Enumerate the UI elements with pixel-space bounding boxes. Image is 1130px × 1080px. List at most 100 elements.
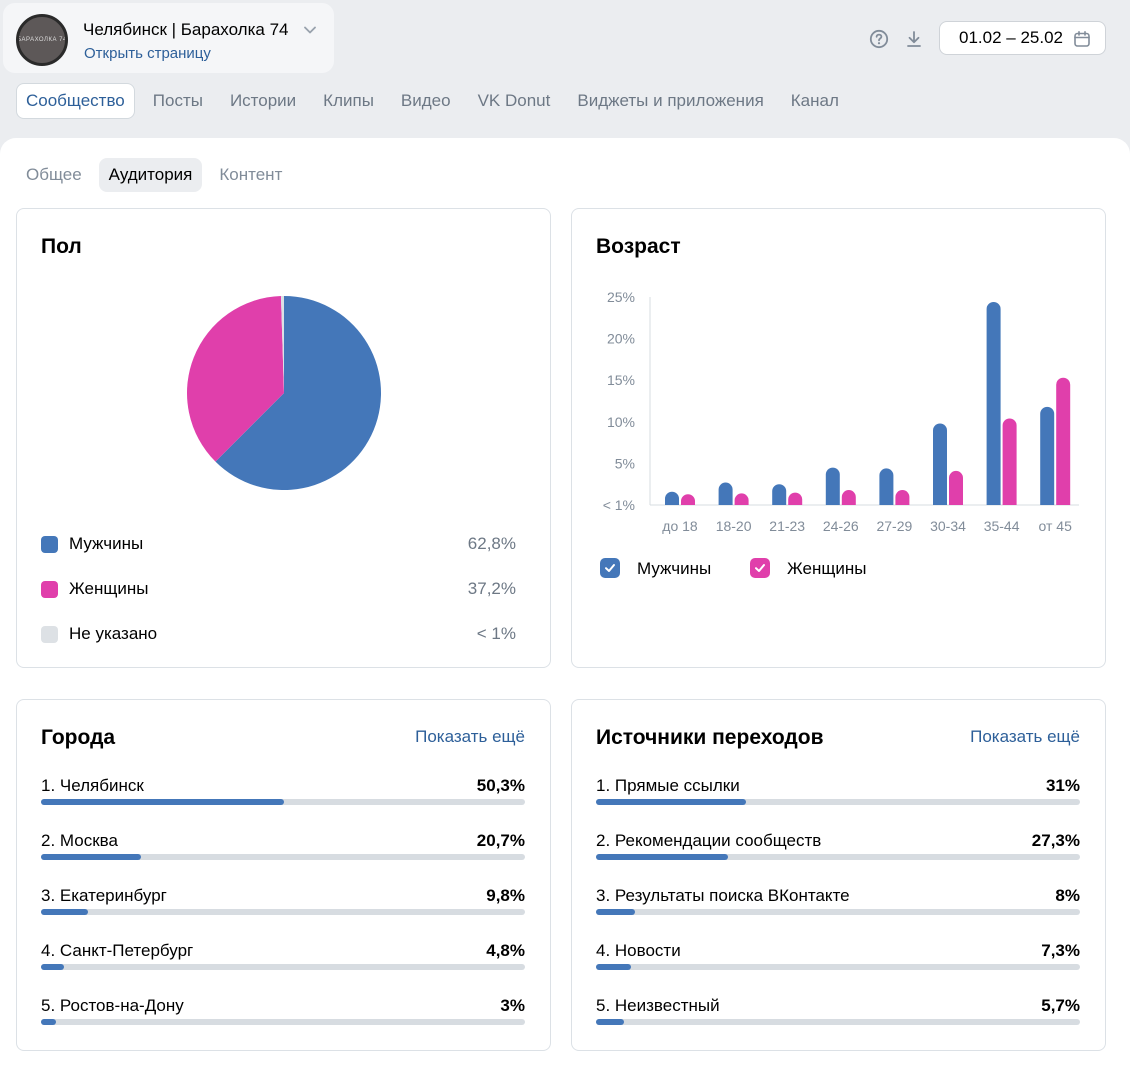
bar-male-7[interactable] (1040, 406, 1055, 505)
legend-value: 62,8% (467, 534, 516, 553)
sources-name: 3. Результаты поиска ВКонтакте (596, 886, 850, 905)
tab-2[interactable]: Истории (229, 91, 297, 110)
sources-value: 8% (1055, 886, 1080, 905)
bar-female-4[interactable] (895, 490, 910, 505)
cities-row: 5. Ростов-на-Дону 3% (41, 996, 525, 1026)
x-tick-label: 35-44 (984, 518, 1020, 534)
legend-label: Не указано (69, 624, 158, 643)
bar-male-2[interactable] (772, 484, 787, 505)
pie-slice-1 (186, 296, 284, 462)
progress-track (596, 799, 1080, 805)
bar-male-4[interactable] (879, 468, 894, 505)
cities-row: 2. Москва 20,7% (41, 831, 525, 861)
bar-female-2[interactable] (788, 492, 803, 505)
subtab-1[interactable]: Аудитория (98, 158, 203, 192)
x-tick-label: до 18 (662, 518, 698, 534)
progress-fill (596, 799, 747, 805)
progress-fill (596, 854, 729, 860)
progress-track (596, 909, 1080, 915)
sources-name: 4. Новости (596, 941, 681, 960)
cities-title: Города (41, 726, 116, 749)
sources-row: 1. Прямые ссылки 31% (596, 776, 1080, 806)
bar-male-1[interactable] (718, 482, 733, 505)
avatar-logo-text: БАРАХОЛКА 74 (17, 37, 67, 43)
cities-row: 1. Челябинск 50,3% (41, 776, 525, 806)
sources-card: Источники переходов Показать ещё 1. Прям… (571, 699, 1106, 1051)
checkbox-checked-icon[interactable] (750, 558, 770, 578)
gender-legend-row: Женщины 37,2% (41, 578, 516, 600)
cities-name: 1. Челябинск (41, 776, 144, 795)
checkbox-checked-icon[interactable] (600, 558, 620, 578)
bar-male-6[interactable] (986, 301, 1001, 505)
bar-female-5[interactable] (949, 470, 963, 505)
progress-track (596, 1019, 1080, 1025)
legend-value: < 1% (476, 624, 516, 643)
legend-label: Мужчины (69, 534, 144, 553)
tab-7[interactable]: Канал (790, 91, 839, 110)
bar-female-3[interactable] (841, 490, 856, 505)
subtab-2[interactable]: Контент (219, 165, 283, 184)
progress-fill (596, 909, 635, 915)
gender-legend-row: Не указано < 1% (41, 623, 516, 645)
bar-female-6[interactable] (1002, 418, 1017, 505)
bar-male-0[interactable] (665, 491, 679, 505)
bar-female-1[interactable] (734, 493, 749, 505)
legend-male-label: Мужчины (637, 559, 712, 578)
tab-3[interactable]: Клипы (323, 91, 374, 110)
legend-value: 37,2% (467, 579, 516, 598)
legend-swatch (41, 536, 58, 553)
age-bar-chart: < 1% 5% 10% 15% 20% 25% до 18 18-20 21-23 24-26 27… (603, 289, 1079, 534)
bar-female-0[interactable] (681, 494, 695, 505)
cities-row: 4. Санкт-Петербург 4,8% (41, 941, 525, 971)
bar-female-7[interactable] (1056, 377, 1071, 505)
bar-male-3[interactable] (825, 467, 840, 505)
tab-6[interactable]: Виджеты и приложения (577, 91, 764, 110)
cities-row: 3. Екатеринбург 9,8% (41, 886, 525, 916)
download-icon[interactable] (903, 28, 925, 50)
sources-show-more-link[interactable]: Показать ещё (970, 727, 1080, 746)
progress-track (41, 964, 525, 970)
cities-value: 9,8% (486, 886, 525, 905)
progress-track (41, 909, 525, 915)
sources-title: Источники переходов (596, 726, 824, 749)
tab-5[interactable]: VK Donut (477, 91, 551, 110)
tab-4[interactable]: Видео (400, 91, 451, 110)
cities-name: 3. Екатеринбург (41, 886, 167, 905)
x-tick-label: 27-29 (876, 518, 912, 534)
tab-1[interactable]: Посты (152, 91, 203, 110)
progress-fill (41, 799, 285, 805)
progress-track (41, 854, 525, 860)
sources-value: 5,7% (1041, 996, 1080, 1015)
sources-name: 2. Рекомендации сообществ (596, 831, 822, 850)
y-tick-label: 5% (615, 455, 635, 471)
group-selector[interactable]: БАРАХОЛКА 74 Челябинск | Барахолка 74 От… (3, 3, 334, 73)
cities-name: 2. Москва (41, 831, 118, 850)
tab-0[interactable]: Сообщество (16, 83, 135, 119)
chevron-down-icon[interactable] (304, 23, 316, 37)
gender-card: Пол Мужчины 62,8% Женщины 37,2% Не указано < … (16, 208, 551, 668)
progress-fill (596, 1019, 624, 1025)
cities-show-more-link[interactable]: Показать ещё (415, 727, 525, 746)
progress-fill (596, 964, 632, 970)
cities-value: 3% (500, 996, 525, 1015)
date-range-button[interactable]: 01.02 – 25.02 (939, 21, 1106, 55)
age-title: Возраст (596, 235, 681, 258)
x-tick-label: 24-26 (823, 518, 859, 534)
gender-pie-chart (186, 296, 381, 490)
bar-male-5[interactable] (933, 423, 947, 505)
group-name[interactable]: Челябинск | Барахолка 74 (83, 20, 289, 39)
pie-slice-0 (215, 296, 381, 490)
date-range-label: 01.02 – 25.02 (959, 28, 1063, 47)
cities-value: 50,3% (476, 776, 525, 795)
cities-value: 20,7% (476, 831, 525, 850)
help-icon[interactable] (868, 28, 890, 50)
cities-card: Города Показать ещё 1. Челябинск 50,3% 2. … (16, 699, 551, 1051)
calendar-icon (1073, 30, 1091, 53)
y-tick-label: 15% (607, 372, 635, 388)
open-page-link[interactable]: Открыть страницу (84, 45, 211, 62)
subtab-0[interactable]: Общее (26, 165, 82, 184)
progress-fill (41, 1019, 56, 1025)
sources-row: 2. Рекомендации сообществ 27,3% (596, 831, 1080, 861)
gender-title: Пол (41, 235, 82, 258)
progress-track (596, 964, 1080, 970)
